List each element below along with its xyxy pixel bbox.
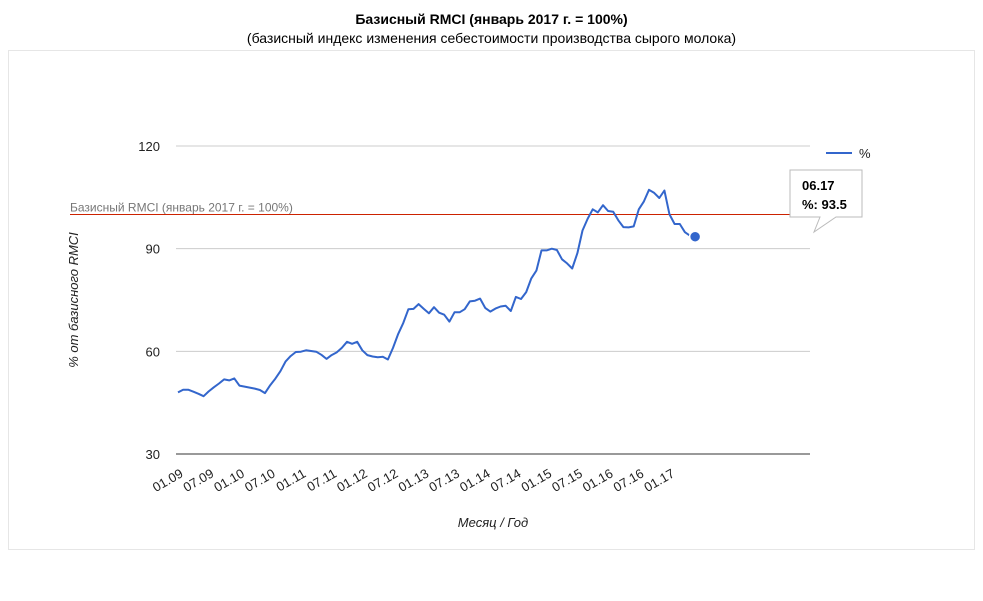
x-tick-label: 01.14 xyxy=(457,466,493,495)
chart-title: Базисный RMCI (январь 2017 г. = 100%) xyxy=(355,11,628,27)
series-line xyxy=(177,188,696,398)
x-tick-label: 01.11 xyxy=(274,466,309,495)
legend-label: % xyxy=(859,146,871,161)
chart-subtitle: (базисный индекс изменения себестоимости… xyxy=(246,30,737,46)
y-tick-label: 60 xyxy=(146,344,160,359)
x-tick-label: 01.17 xyxy=(641,466,677,495)
x-axis-title: Месяц / Год xyxy=(458,515,528,530)
x-tick-label: 01.12 xyxy=(334,466,370,495)
x-tick-label: 01.13 xyxy=(396,466,432,495)
x-tick-label: 01.16 xyxy=(580,466,616,495)
x-tick-label: 01.10 xyxy=(211,466,247,495)
x-tick-label: 07.09 xyxy=(181,466,217,495)
y-tick-label: 30 xyxy=(146,447,160,462)
y-tick-label: 90 xyxy=(146,242,160,257)
x-tick-label: 07.15 xyxy=(549,466,585,495)
y-tick-label: 120 xyxy=(138,139,160,154)
x-tick-label: 01.15 xyxy=(518,466,554,495)
data-point-highlight[interactable] xyxy=(688,230,702,243)
x-tick-label: 01.09 xyxy=(150,466,186,495)
x-tick-label: 07.16 xyxy=(611,466,647,495)
x-tick-label: 07.11 xyxy=(304,466,339,495)
tooltip-box xyxy=(789,169,863,234)
x-tick-label: 07.10 xyxy=(242,466,278,495)
y-axis-title: % от базисного RMCI xyxy=(66,232,81,368)
reference-line-label: Базисный RMCI (январь 2017 г. = 100%) xyxy=(70,200,293,214)
tooltip-value: %: 93.5 xyxy=(802,197,847,212)
x-tick-label: 07.14 xyxy=(488,466,524,495)
tooltip-label: 06.17 xyxy=(802,178,835,193)
x-tick-label: 07.13 xyxy=(426,466,462,495)
chart-frame xyxy=(8,50,975,550)
x-tick-label: 07.12 xyxy=(365,466,401,495)
